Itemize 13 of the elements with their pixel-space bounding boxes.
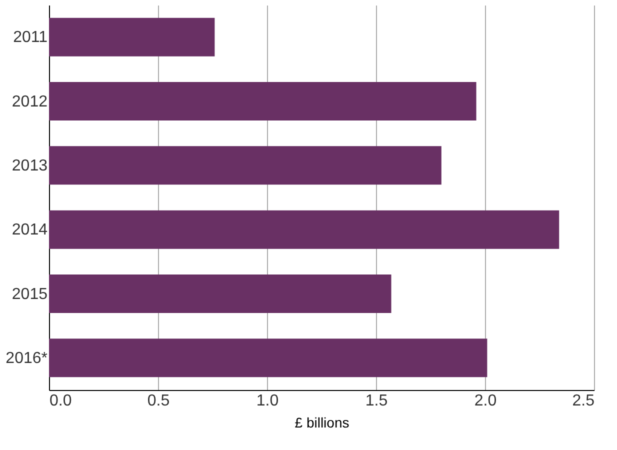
- x-tick-label: 2.0: [474, 392, 497, 410]
- y-tick-label: 2011: [13, 29, 48, 46]
- x-tick-label: 1.0: [256, 392, 279, 410]
- x-axis-title: £ billions: [294, 414, 350, 430]
- y-tick-label: 2013: [12, 157, 48, 174]
- y-tick-label: 2014: [12, 222, 48, 239]
- y-tick-label: 2012: [12, 93, 48, 110]
- x-tick-label: 0.5: [147, 392, 170, 410]
- x-tick-label: 0.0: [50, 392, 72, 410]
- y-tick-label: 2015: [12, 286, 48, 303]
- x-tick-label: 2.5: [572, 392, 595, 410]
- y-tick-label: 2016*: [6, 350, 48, 367]
- x-tick-label: 1.5: [365, 392, 388, 410]
